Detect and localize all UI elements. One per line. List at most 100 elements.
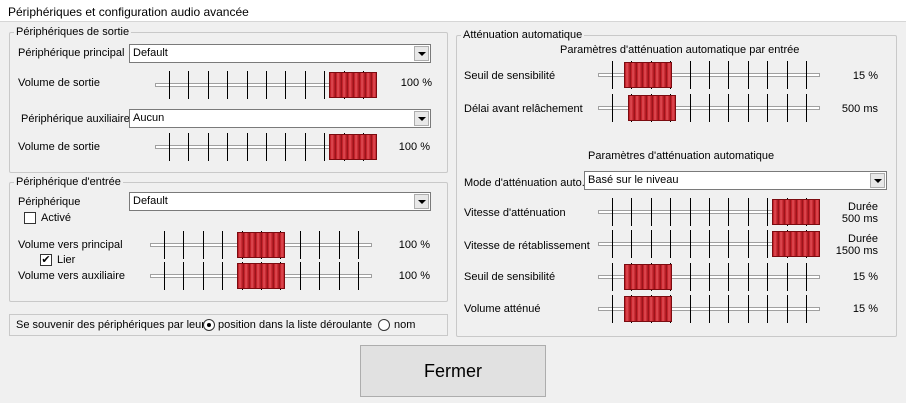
auto-ducking-group: Atténuation automatique	[456, 30, 897, 337]
slider-thumb[interactable]	[624, 296, 672, 322]
slider-tick	[787, 94, 788, 122]
chevron-down-icon[interactable]	[414, 111, 429, 126]
input-device-legend: Périphérique d'entrée	[16, 176, 121, 188]
remember-devices-label: Se souvenir des périphériques par leur	[16, 319, 205, 331]
slider-tick	[208, 133, 209, 161]
remember-by-name-label[interactable]: nom	[394, 319, 416, 331]
threshold2-value: 15 %	[852, 271, 878, 283]
threshold-slider[interactable]	[598, 60, 820, 90]
main-volume-value: 100 %	[400, 77, 432, 89]
slider-tick	[222, 231, 223, 259]
slider-tick	[787, 61, 788, 89]
main-volume-slider[interactable]	[155, 70, 377, 100]
release-delay-label: Délai avant relâchement	[464, 103, 583, 115]
main-device-select[interactable]: Default	[129, 44, 431, 63]
slider-tick	[651, 230, 652, 258]
slider-tick	[227, 71, 228, 99]
slider-tick	[690, 230, 691, 258]
slider-thumb[interactable]	[237, 263, 285, 289]
slider-tick	[612, 61, 613, 89]
restore-duration-value: 1500 ms	[835, 245, 878, 257]
aux-device-select[interactable]: Aucun	[129, 109, 431, 128]
slider-thumb[interactable]	[237, 232, 285, 258]
chevron-down-icon[interactable]	[870, 173, 885, 188]
slider-tick	[266, 133, 267, 161]
slider-tick	[612, 263, 613, 291]
restore-speed-label: Vitesse de rétablissement	[464, 240, 590, 252]
slider-tick	[670, 230, 671, 258]
duck-mode-value: Basé sur le niveau	[588, 174, 679, 186]
input-device-value: Default	[133, 195, 168, 207]
slider-thumb[interactable]	[624, 62, 672, 88]
to-main-volume-label: Volume vers principal	[18, 239, 123, 251]
attack-speed-slider[interactable]	[598, 197, 820, 227]
to-aux-volume-value: 100 %	[398, 270, 430, 282]
slider-tick	[690, 198, 691, 226]
input-device-select[interactable]: Default	[129, 192, 431, 211]
slider-tick	[319, 262, 320, 290]
duck-mode-select[interactable]: Basé sur le niveau	[584, 171, 887, 190]
slider-tick	[266, 71, 267, 99]
slider-thumb[interactable]	[772, 199, 820, 225]
slider-thumb[interactable]	[772, 231, 820, 257]
attack-duration-label: Durée	[848, 201, 878, 213]
slider-tick	[670, 198, 671, 226]
duck-mode-label: Mode d'atténuation auto.	[464, 177, 585, 189]
slider-tick	[247, 133, 248, 161]
threshold2-slider[interactable]	[598, 262, 820, 292]
remember-by-position-radio[interactable]	[203, 319, 215, 331]
slider-tick	[806, 61, 807, 89]
slider-tick	[324, 71, 325, 99]
slider-tick	[285, 71, 286, 99]
duck-volume-value: 15 %	[852, 303, 878, 315]
slider-tick	[748, 198, 749, 226]
input-device-group: Périphérique d'entrée	[9, 177, 448, 302]
slider-tick	[305, 71, 306, 99]
slider-thumb[interactable]	[628, 95, 676, 121]
slider-tick	[324, 133, 325, 161]
per-input-settings-title: Paramètres d'atténuation automatique par…	[560, 44, 800, 56]
slider-tick	[300, 231, 301, 259]
aux-volume-value: 100 %	[398, 141, 430, 153]
to-main-volume-slider[interactable]	[150, 230, 372, 260]
slider-tick	[748, 61, 749, 89]
slider-tick	[728, 61, 729, 89]
slider-tick	[728, 263, 729, 291]
output-devices-legend: Périphériques de sortie	[16, 26, 130, 38]
release-delay-slider[interactable]	[598, 93, 820, 123]
slider-tick	[631, 198, 632, 226]
close-button-label: Fermer	[424, 361, 482, 381]
slider-thumb[interactable]	[624, 264, 672, 290]
chevron-down-icon[interactable]	[414, 46, 429, 61]
release-delay-value: 500 ms	[841, 103, 878, 115]
slider-tick	[169, 71, 170, 99]
slider-tick	[709, 230, 710, 258]
slider-tick	[690, 295, 691, 323]
to-main-volume-value: 100 %	[398, 239, 430, 251]
remember-devices-panel	[9, 314, 448, 336]
duck-volume-label: Volume atténué	[464, 303, 541, 315]
close-button[interactable]: Fermer	[360, 345, 546, 397]
enabled-checkbox[interactable]	[24, 212, 36, 224]
slider-tick	[806, 295, 807, 323]
slider-tick	[767, 230, 768, 258]
aux-volume-slider[interactable]	[155, 132, 377, 162]
slider-tick	[690, 263, 691, 291]
duck-volume-slider[interactable]	[598, 294, 820, 324]
slider-tick	[767, 94, 768, 122]
remember-by-position-label[interactable]: position dans la liste déroulante	[218, 319, 373, 331]
aux-device-label: Périphérique auxiliaire	[21, 113, 130, 125]
slider-tick	[787, 263, 788, 291]
remember-by-name-radio[interactable]	[378, 319, 390, 331]
slider-tick	[709, 198, 710, 226]
chevron-down-icon[interactable]	[414, 194, 429, 209]
restore-speed-slider[interactable]	[598, 229, 820, 259]
to-aux-volume-slider[interactable]	[150, 261, 372, 291]
slider-thumb[interactable]	[329, 134, 377, 160]
slider-tick	[631, 230, 632, 258]
slider-thumb[interactable]	[329, 72, 377, 98]
main-volume-label: Volume de sortie	[18, 77, 100, 89]
link-checkbox[interactable]: ✔	[40, 254, 52, 266]
slider-tick	[748, 230, 749, 258]
slider-tick	[358, 262, 359, 290]
